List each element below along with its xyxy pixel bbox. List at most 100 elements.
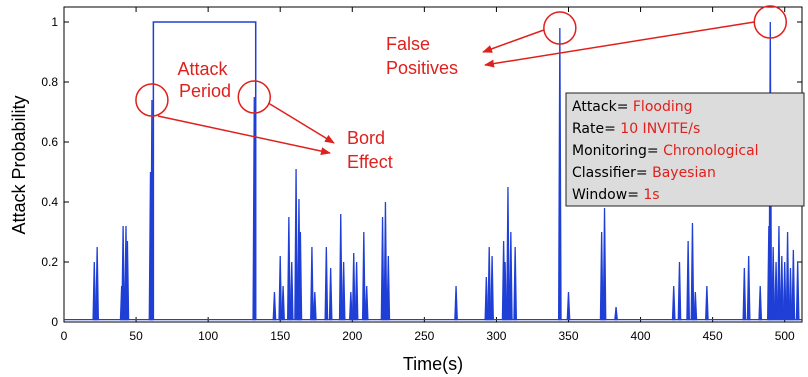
data-spike [348, 291, 353, 321]
data-spike [557, 27, 562, 321]
info-line-attack: Attack= Flooding [572, 99, 692, 115]
info-line-window: Window= 1s [572, 187, 660, 203]
data-spike [566, 291, 571, 321]
data-spike [312, 291, 317, 321]
bord-effect-label-line2: Effect [347, 152, 393, 172]
data-spike [287, 216, 291, 321]
data-spike [487, 246, 492, 321]
data-spike [795, 261, 800, 321]
data-spike [310, 246, 314, 321]
info-key-monitoring: Monitoring= [572, 143, 663, 159]
info-value-monitoring: Chronological [663, 143, 759, 159]
y-tick-label: 1 [51, 15, 58, 29]
data-spike [324, 246, 329, 321]
x-tick-label: 250 [414, 329, 434, 343]
data-spike [354, 261, 359, 321]
data-spike [599, 231, 604, 321]
x-axis-title: Time(s) [403, 354, 463, 374]
series-attack-probability [64, 21, 802, 321]
false-positive-arrow-2 [484, 21, 755, 68]
x-tick-label: 50 [129, 329, 143, 343]
data-spike [693, 291, 698, 321]
info-line-classifier: Classifier= Bayesian [572, 165, 716, 181]
x-tick-label: 500 [775, 329, 795, 343]
data-spike [690, 222, 695, 321]
attack-period-label: Attack Period [177, 59, 232, 101]
data-spike [92, 261, 97, 321]
bord-effect-label-line1: Bord [347, 128, 385, 148]
data-spike [503, 261, 507, 321]
info-key-classifier: Classifier= [572, 165, 652, 181]
data-spike [272, 291, 277, 321]
y-axis-title: Attack Probability [9, 95, 29, 234]
info-key-window: Window= [572, 187, 643, 203]
false-positive-arrow-1 [482, 29, 545, 53]
info-value-attack: Flooding [633, 99, 693, 115]
info-value-classifier: Bayesian [652, 165, 716, 181]
data-spike [341, 261, 346, 321]
data-spike [278, 255, 283, 321]
data-spike [742, 267, 747, 321]
data-spike [506, 186, 510, 321]
data-spike [602, 207, 607, 321]
false-positives-label-line1: False [386, 34, 430, 54]
data-spike [614, 306, 618, 321]
x-tick-label: 300 [486, 329, 506, 343]
info-key-attack: Attack= [572, 99, 633, 115]
data-spike [774, 261, 778, 321]
data-spike [513, 246, 518, 321]
y-tick-label: 0.2 [41, 255, 58, 269]
false-positive-circle-1 [543, 11, 577, 45]
attack-period-label-line2: Period [179, 81, 231, 101]
bord-effect-arrow-1 [157, 115, 331, 156]
data-spike [328, 267, 333, 321]
bord-effect-circle-start [135, 83, 169, 117]
info-value-window: 1s [643, 187, 659, 203]
data-spike [338, 213, 343, 321]
data-spike [289, 261, 294, 321]
x-tick-label: 450 [703, 329, 723, 343]
data-spike [758, 285, 763, 321]
data-spike [383, 201, 388, 321]
attack-period-label-line1: Attack [177, 59, 228, 79]
bord-effect-circle-end [237, 80, 272, 114]
data-spike [777, 225, 781, 321]
y-tick-label: 0.8 [41, 75, 58, 89]
data-spike [490, 255, 494, 321]
data-spike [782, 261, 787, 321]
x-tick-label: 100 [198, 329, 218, 343]
data-spike [294, 168, 298, 321]
x-axis-ticks: 0 50 100 150 200 250 300 350 400 450 500 [61, 7, 795, 343]
data-spike [686, 240, 690, 321]
bord-effect-arrow-2 [267, 102, 335, 144]
info-box-background [565, 92, 805, 207]
data-spike [386, 255, 391, 321]
data-spike [704, 285, 709, 321]
x-tick-label: 350 [558, 329, 578, 343]
data-spike [484, 276, 489, 321]
data-spike [380, 216, 385, 321]
data-spike [125, 240, 130, 321]
data-spike [298, 231, 303, 321]
data-spike [771, 246, 776, 321]
data-spike [252, 96, 257, 321]
info-box: Attack= Flooding Rate= 10 INVITE/s Monit… [565, 92, 805, 207]
data-spike [361, 231, 366, 321]
data-spike [364, 285, 369, 321]
data-spike [671, 285, 676, 321]
x-tick-label: 0 [61, 329, 68, 343]
data-spike [95, 246, 100, 321]
x-tick-label: 200 [342, 329, 362, 343]
info-value-rate: 10 INVITE/s [620, 121, 700, 137]
data-spike [779, 255, 784, 321]
annotations [135, 5, 788, 156]
data-spike [150, 99, 154, 321]
info-line-rate: Rate= 10 INVITE/s [572, 121, 700, 137]
y-tick-label: 0.6 [41, 135, 58, 149]
data-spike [454, 285, 458, 321]
x-tick-label: 150 [270, 329, 290, 343]
data-spike [788, 267, 793, 321]
y-tick-label: 0 [51, 315, 58, 329]
data-spike [785, 231, 790, 321]
